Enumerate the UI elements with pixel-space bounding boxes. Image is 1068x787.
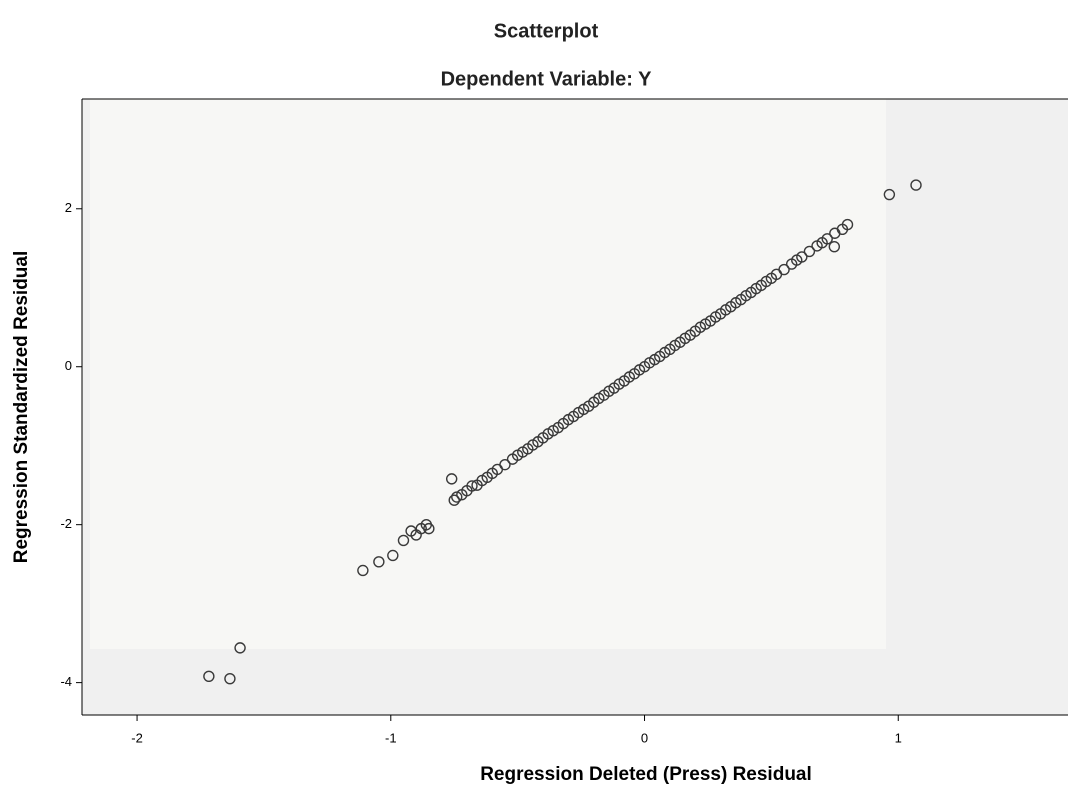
y-tick-label: 2 — [65, 200, 72, 215]
x-tick-label: 0 — [641, 730, 648, 745]
chart: Scatterplot Dependent Variable: Y Regres… — [0, 0, 1068, 787]
y-tick-label: -4 — [60, 674, 72, 689]
x-tick-label: -2 — [131, 730, 143, 745]
chart-subtitle: Dependent Variable: Y — [441, 68, 652, 90]
y-tick-label: -2 — [60, 516, 72, 531]
x-tick-label: 1 — [895, 730, 902, 745]
x-tick-label: -1 — [385, 730, 397, 745]
chart-title: Scatterplot — [494, 20, 599, 42]
y-tick-label: 0 — [65, 358, 72, 373]
y-axis-title: Regression Standardized Residual — [11, 251, 32, 564]
watermark-area — [90, 99, 886, 649]
x-axis-title: Regression Deleted (Press) Residual — [480, 764, 812, 785]
